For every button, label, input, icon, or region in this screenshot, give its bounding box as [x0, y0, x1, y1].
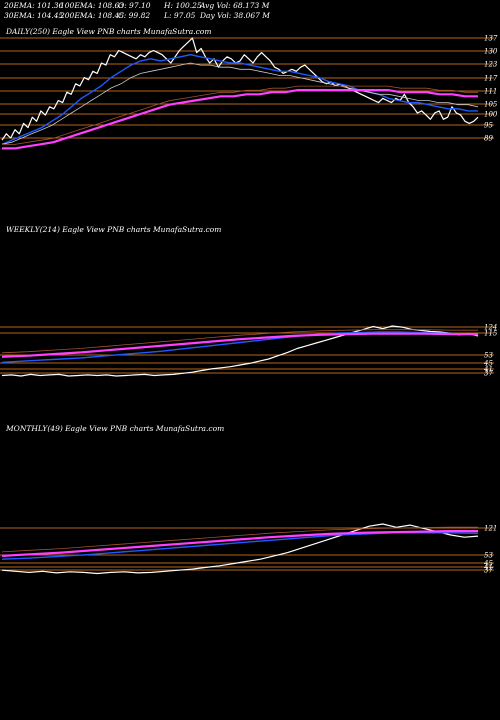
daily-tick-label: 117	[484, 75, 498, 83]
daily-tick-label: 89	[484, 135, 493, 143]
daily-tick-label: 95	[484, 122, 493, 130]
daily-tick-label: 123	[484, 61, 498, 69]
daily-tick-label: 137	[484, 35, 498, 43]
monthly-ema-long-line	[1, 529, 478, 557]
high-readout: H: 100.25	[164, 1, 202, 10]
monthly-ema-200-line	[1, 526, 478, 553]
low-readout: L: 97.05	[164, 11, 196, 20]
monthly-tick-label: 53	[484, 552, 493, 560]
daily-tick-label: 100	[484, 111, 498, 119]
ema30-readout: 30EMA: 104.45	[4, 11, 64, 20]
avg-vol-readout: Avg Vol: 68.173 M	[200, 1, 270, 10]
weekly-ema-200-line	[1, 329, 478, 354]
daily-ema-200-line	[2, 85, 478, 145]
monthly-price-line	[1, 523, 479, 575]
monthly-panel-label: MONTHLY(49) Eagle View PNB charts Munafa…	[6, 424, 225, 433]
weekly-tick-label: 115	[484, 330, 498, 338]
monthly-tick-label: 37	[484, 567, 493, 575]
daily-ema-mid-line	[1, 62, 479, 145]
ema20-readout: 20EMA: 101.36	[4, 1, 64, 10]
monthly-tick-label: 45	[483, 560, 493, 568]
weekly-tick-label: 41	[483, 366, 493, 374]
weekly-panel-label: WEEKLY(214) Eagle View PNB charts Munafa…	[6, 225, 222, 234]
monthly-tick-label: 121	[484, 525, 497, 533]
ema200-readout: 200EMA: 108.45	[60, 11, 125, 20]
day-vol-readout: Day Vol: 38.067 M	[200, 11, 270, 20]
open-readout: O: 97.10	[118, 1, 151, 10]
weekly-price-line	[1, 325, 479, 377]
daily-tick-label: 105	[484, 101, 498, 109]
monthly-tick-label: 41	[483, 564, 493, 572]
daily-tick-label: 111	[484, 88, 497, 96]
weekly-ema-short-line	[1, 331, 479, 363]
daily-panel-label: DAILY(250) Eagle View PNB charts MunafaS…	[6, 27, 212, 36]
weekly-tick-label: 37	[484, 370, 493, 378]
daily-tick-label: 130	[484, 48, 498, 56]
daily-ema-long-line	[2, 88, 478, 150]
indicator-header: 20EMA: 101.36 100EMA: 108.63 O: 97.10 H:…	[4, 0, 496, 22]
weekly-tick-label: 124	[484, 324, 497, 332]
weekly-ema-long-line	[1, 332, 478, 358]
close-readout: C: 99.82	[118, 11, 151, 20]
weekly-tick-label: 53	[484, 352, 493, 360]
ema100-readout: 100EMA: 108.63	[60, 1, 125, 10]
weekly-tick-label: 45	[483, 360, 493, 368]
daily-ema-short-line	[1, 54, 478, 145]
